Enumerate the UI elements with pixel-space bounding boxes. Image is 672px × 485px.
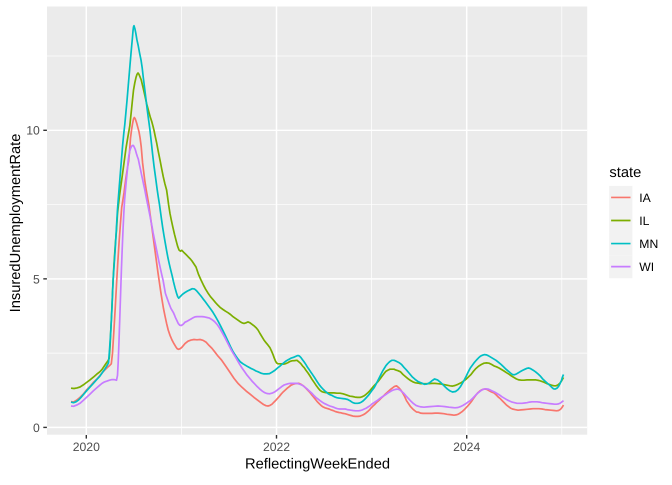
svg-text:InsuredUnemploymentRate: InsuredUnemploymentRate [8, 134, 24, 313]
svg-text:2024: 2024 [453, 440, 480, 454]
svg-text:WI: WI [639, 260, 654, 274]
svg-text:ReflectingWeekEnded: ReflectingWeekEnded [245, 457, 390, 473]
svg-text:0: 0 [33, 421, 40, 435]
svg-text:10: 10 [26, 124, 40, 138]
svg-text:MN: MN [639, 237, 658, 251]
svg-text:5: 5 [33, 272, 40, 286]
svg-text:IL: IL [639, 214, 649, 228]
svg-text:2022: 2022 [263, 440, 290, 454]
svg-text:2020: 2020 [73, 440, 100, 454]
svg-text:state: state [609, 165, 641, 181]
svg-text:IA: IA [639, 191, 651, 205]
